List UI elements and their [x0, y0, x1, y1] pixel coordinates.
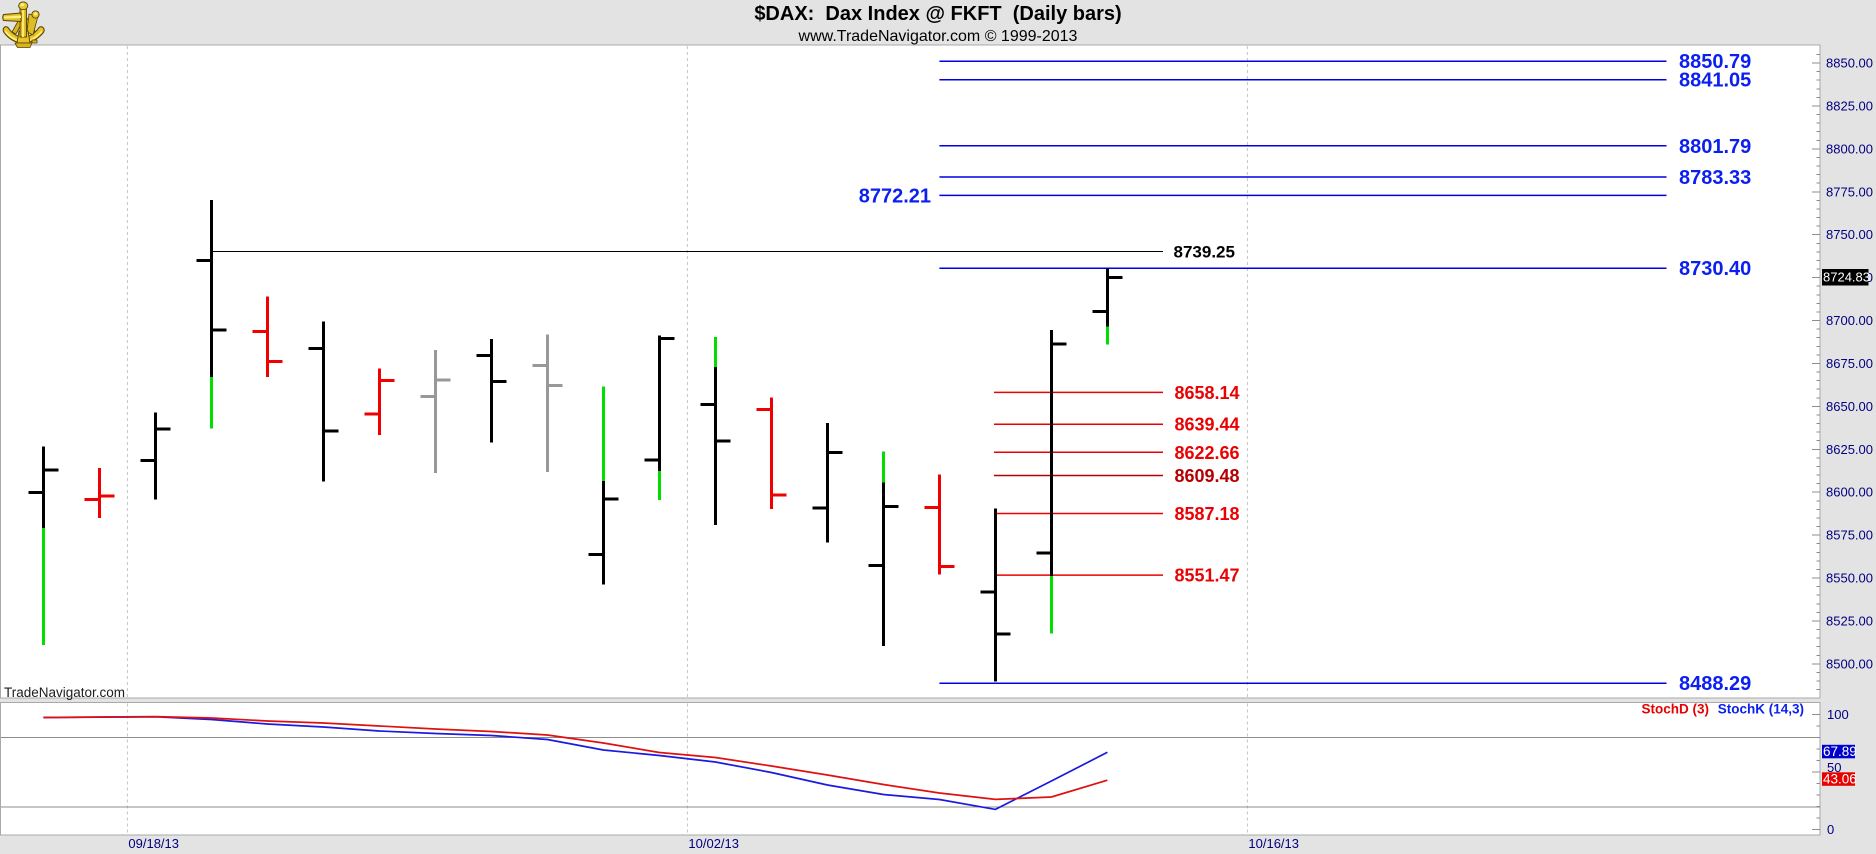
svg-text:8550.00: 8550.00	[1826, 571, 1873, 586]
svg-text:43.06: 43.06	[1823, 772, 1857, 787]
svg-text:8500.00: 8500.00	[1826, 656, 1873, 671]
svg-text:67.89: 67.89	[1823, 744, 1857, 759]
svg-text:09/18/13: 09/18/13	[128, 836, 179, 851]
svg-text:8551.47: 8551.47	[1175, 566, 1240, 586]
svg-text:8801.79: 8801.79	[1679, 136, 1751, 158]
svg-text:StochK (14,3): StochK (14,3)	[1718, 702, 1804, 717]
svg-text:8587.18: 8587.18	[1175, 504, 1240, 524]
svg-text:8730.40: 8730.40	[1679, 258, 1751, 280]
svg-text:8850.00: 8850.00	[1826, 56, 1873, 71]
svg-text:8625.00: 8625.00	[1826, 442, 1873, 457]
svg-text:StochD (3): StochD (3)	[1642, 702, 1710, 717]
svg-text:8800.00: 8800.00	[1826, 141, 1873, 156]
svg-text:8639.44: 8639.44	[1175, 415, 1240, 435]
svg-text:0: 0	[1827, 822, 1834, 837]
svg-text:8700.00: 8700.00	[1826, 313, 1873, 328]
svg-text:8772.21: 8772.21	[859, 185, 931, 207]
svg-text:$DAX: Dax Index @ FKFT (Dail: $DAX: Dax Index @ FKFT (Daily bars)	[754, 3, 1121, 25]
svg-text:8850.79: 8850.79	[1679, 51, 1751, 73]
svg-text:8658.14: 8658.14	[1175, 383, 1240, 403]
svg-text:8825.00: 8825.00	[1826, 98, 1873, 113]
svg-text:8775.00: 8775.00	[1826, 184, 1873, 199]
svg-text:10/02/13: 10/02/13	[688, 836, 739, 851]
svg-text:100: 100	[1827, 707, 1849, 722]
svg-text:8622.66: 8622.66	[1175, 443, 1240, 463]
svg-text:TradeNavigator.com: TradeNavigator.com	[4, 685, 125, 700]
svg-text:8609.48: 8609.48	[1175, 466, 1240, 486]
svg-text:8675.00: 8675.00	[1826, 356, 1873, 371]
svg-text:8488.29: 8488.29	[1679, 673, 1751, 695]
svg-text:8525.00: 8525.00	[1826, 614, 1873, 629]
svg-text:8739.25: 8739.25	[1174, 243, 1235, 262]
svg-text:8750.00: 8750.00	[1826, 227, 1873, 242]
svg-text:8650.00: 8650.00	[1826, 399, 1873, 414]
svg-text:10/16/13: 10/16/13	[1248, 836, 1299, 851]
svg-text:50: 50	[1827, 760, 1841, 775]
svg-text:8575.00: 8575.00	[1826, 528, 1873, 543]
svg-text:8783.33: 8783.33	[1679, 167, 1751, 189]
svg-text:8600.00: 8600.00	[1826, 485, 1873, 500]
svg-text:8724.83: 8724.83	[1823, 270, 1870, 285]
svg-text:8841.05: 8841.05	[1679, 70, 1751, 92]
svg-text:www.TradeNavigator.com © 1999-: www.TradeNavigator.com © 1999-2013	[798, 28, 1078, 45]
